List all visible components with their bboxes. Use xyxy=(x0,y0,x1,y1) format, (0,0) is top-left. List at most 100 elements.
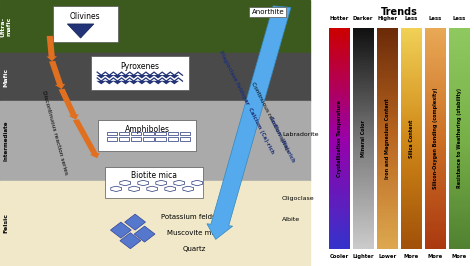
Bar xyxy=(155,137,166,141)
Bar xyxy=(449,94,470,96)
Text: Higher: Higher xyxy=(377,16,397,21)
Bar xyxy=(377,107,398,110)
Bar xyxy=(377,70,398,72)
Bar xyxy=(449,68,470,70)
Bar xyxy=(425,180,446,182)
Bar xyxy=(401,45,422,48)
Bar xyxy=(425,63,446,65)
Bar xyxy=(353,202,374,205)
Bar xyxy=(449,145,470,147)
Bar xyxy=(425,233,446,235)
Bar xyxy=(401,165,422,167)
Bar xyxy=(449,154,470,156)
Bar xyxy=(325,0,474,266)
Bar xyxy=(425,211,446,213)
Bar xyxy=(377,92,398,94)
Polygon shape xyxy=(110,222,131,238)
Bar xyxy=(353,209,374,211)
Bar xyxy=(377,215,398,218)
Bar xyxy=(425,165,446,167)
Bar xyxy=(449,244,470,247)
Bar xyxy=(328,145,349,147)
Bar xyxy=(449,45,470,48)
Bar xyxy=(328,79,349,81)
Bar xyxy=(449,90,470,92)
Bar xyxy=(401,167,422,169)
Bar xyxy=(449,233,470,235)
Bar xyxy=(449,79,470,81)
Bar xyxy=(353,160,374,163)
Bar xyxy=(401,68,422,70)
Bar xyxy=(449,136,470,138)
Bar xyxy=(377,85,398,88)
Bar xyxy=(449,194,470,196)
Bar xyxy=(353,163,374,165)
Bar xyxy=(425,35,446,37)
Bar xyxy=(449,174,470,176)
Bar xyxy=(449,116,470,118)
Bar xyxy=(377,45,398,48)
Polygon shape xyxy=(120,233,141,249)
Bar xyxy=(328,134,349,136)
Bar xyxy=(353,81,374,83)
Bar xyxy=(449,211,470,213)
Bar xyxy=(401,107,422,110)
Bar xyxy=(377,123,398,125)
Bar xyxy=(449,238,470,240)
Bar xyxy=(401,191,422,194)
Bar xyxy=(401,140,422,143)
Bar xyxy=(353,213,374,215)
Bar xyxy=(425,187,446,189)
Polygon shape xyxy=(105,81,114,84)
Bar xyxy=(425,57,446,59)
Bar xyxy=(425,213,446,215)
Bar xyxy=(449,240,470,242)
Bar xyxy=(377,172,398,174)
Bar xyxy=(401,63,422,65)
Bar xyxy=(328,202,349,205)
Bar xyxy=(328,180,349,182)
Bar xyxy=(401,145,422,147)
Bar xyxy=(353,74,374,77)
Bar xyxy=(401,112,422,114)
Bar xyxy=(328,101,349,103)
Bar xyxy=(401,32,422,35)
Bar xyxy=(180,132,190,135)
Bar xyxy=(328,110,349,112)
Bar xyxy=(425,202,446,205)
Bar xyxy=(425,121,446,123)
Bar xyxy=(425,72,446,74)
Bar xyxy=(401,88,422,90)
Bar xyxy=(425,176,446,178)
Bar xyxy=(353,176,374,178)
Bar xyxy=(401,30,422,32)
Bar xyxy=(425,30,446,32)
Bar xyxy=(353,55,374,57)
Bar xyxy=(353,187,374,189)
Text: Silica Content: Silica Content xyxy=(409,119,414,157)
Bar xyxy=(401,196,422,198)
Bar xyxy=(377,247,398,249)
Bar xyxy=(328,107,349,110)
Bar xyxy=(353,110,374,112)
Bar xyxy=(425,194,446,196)
Bar xyxy=(401,160,422,163)
Polygon shape xyxy=(125,214,146,230)
Bar xyxy=(328,92,349,94)
Bar xyxy=(353,136,374,138)
Bar xyxy=(377,28,398,30)
Bar xyxy=(401,240,422,242)
Bar xyxy=(328,238,349,240)
Bar xyxy=(377,48,398,50)
Polygon shape xyxy=(97,75,106,78)
Bar xyxy=(425,65,446,68)
Bar xyxy=(425,52,446,55)
Bar xyxy=(425,158,446,160)
Bar xyxy=(328,209,349,211)
Bar xyxy=(328,174,349,176)
Bar xyxy=(328,215,349,218)
Bar xyxy=(168,137,178,141)
Bar xyxy=(377,81,398,83)
Bar xyxy=(425,48,446,50)
Bar xyxy=(401,176,422,178)
